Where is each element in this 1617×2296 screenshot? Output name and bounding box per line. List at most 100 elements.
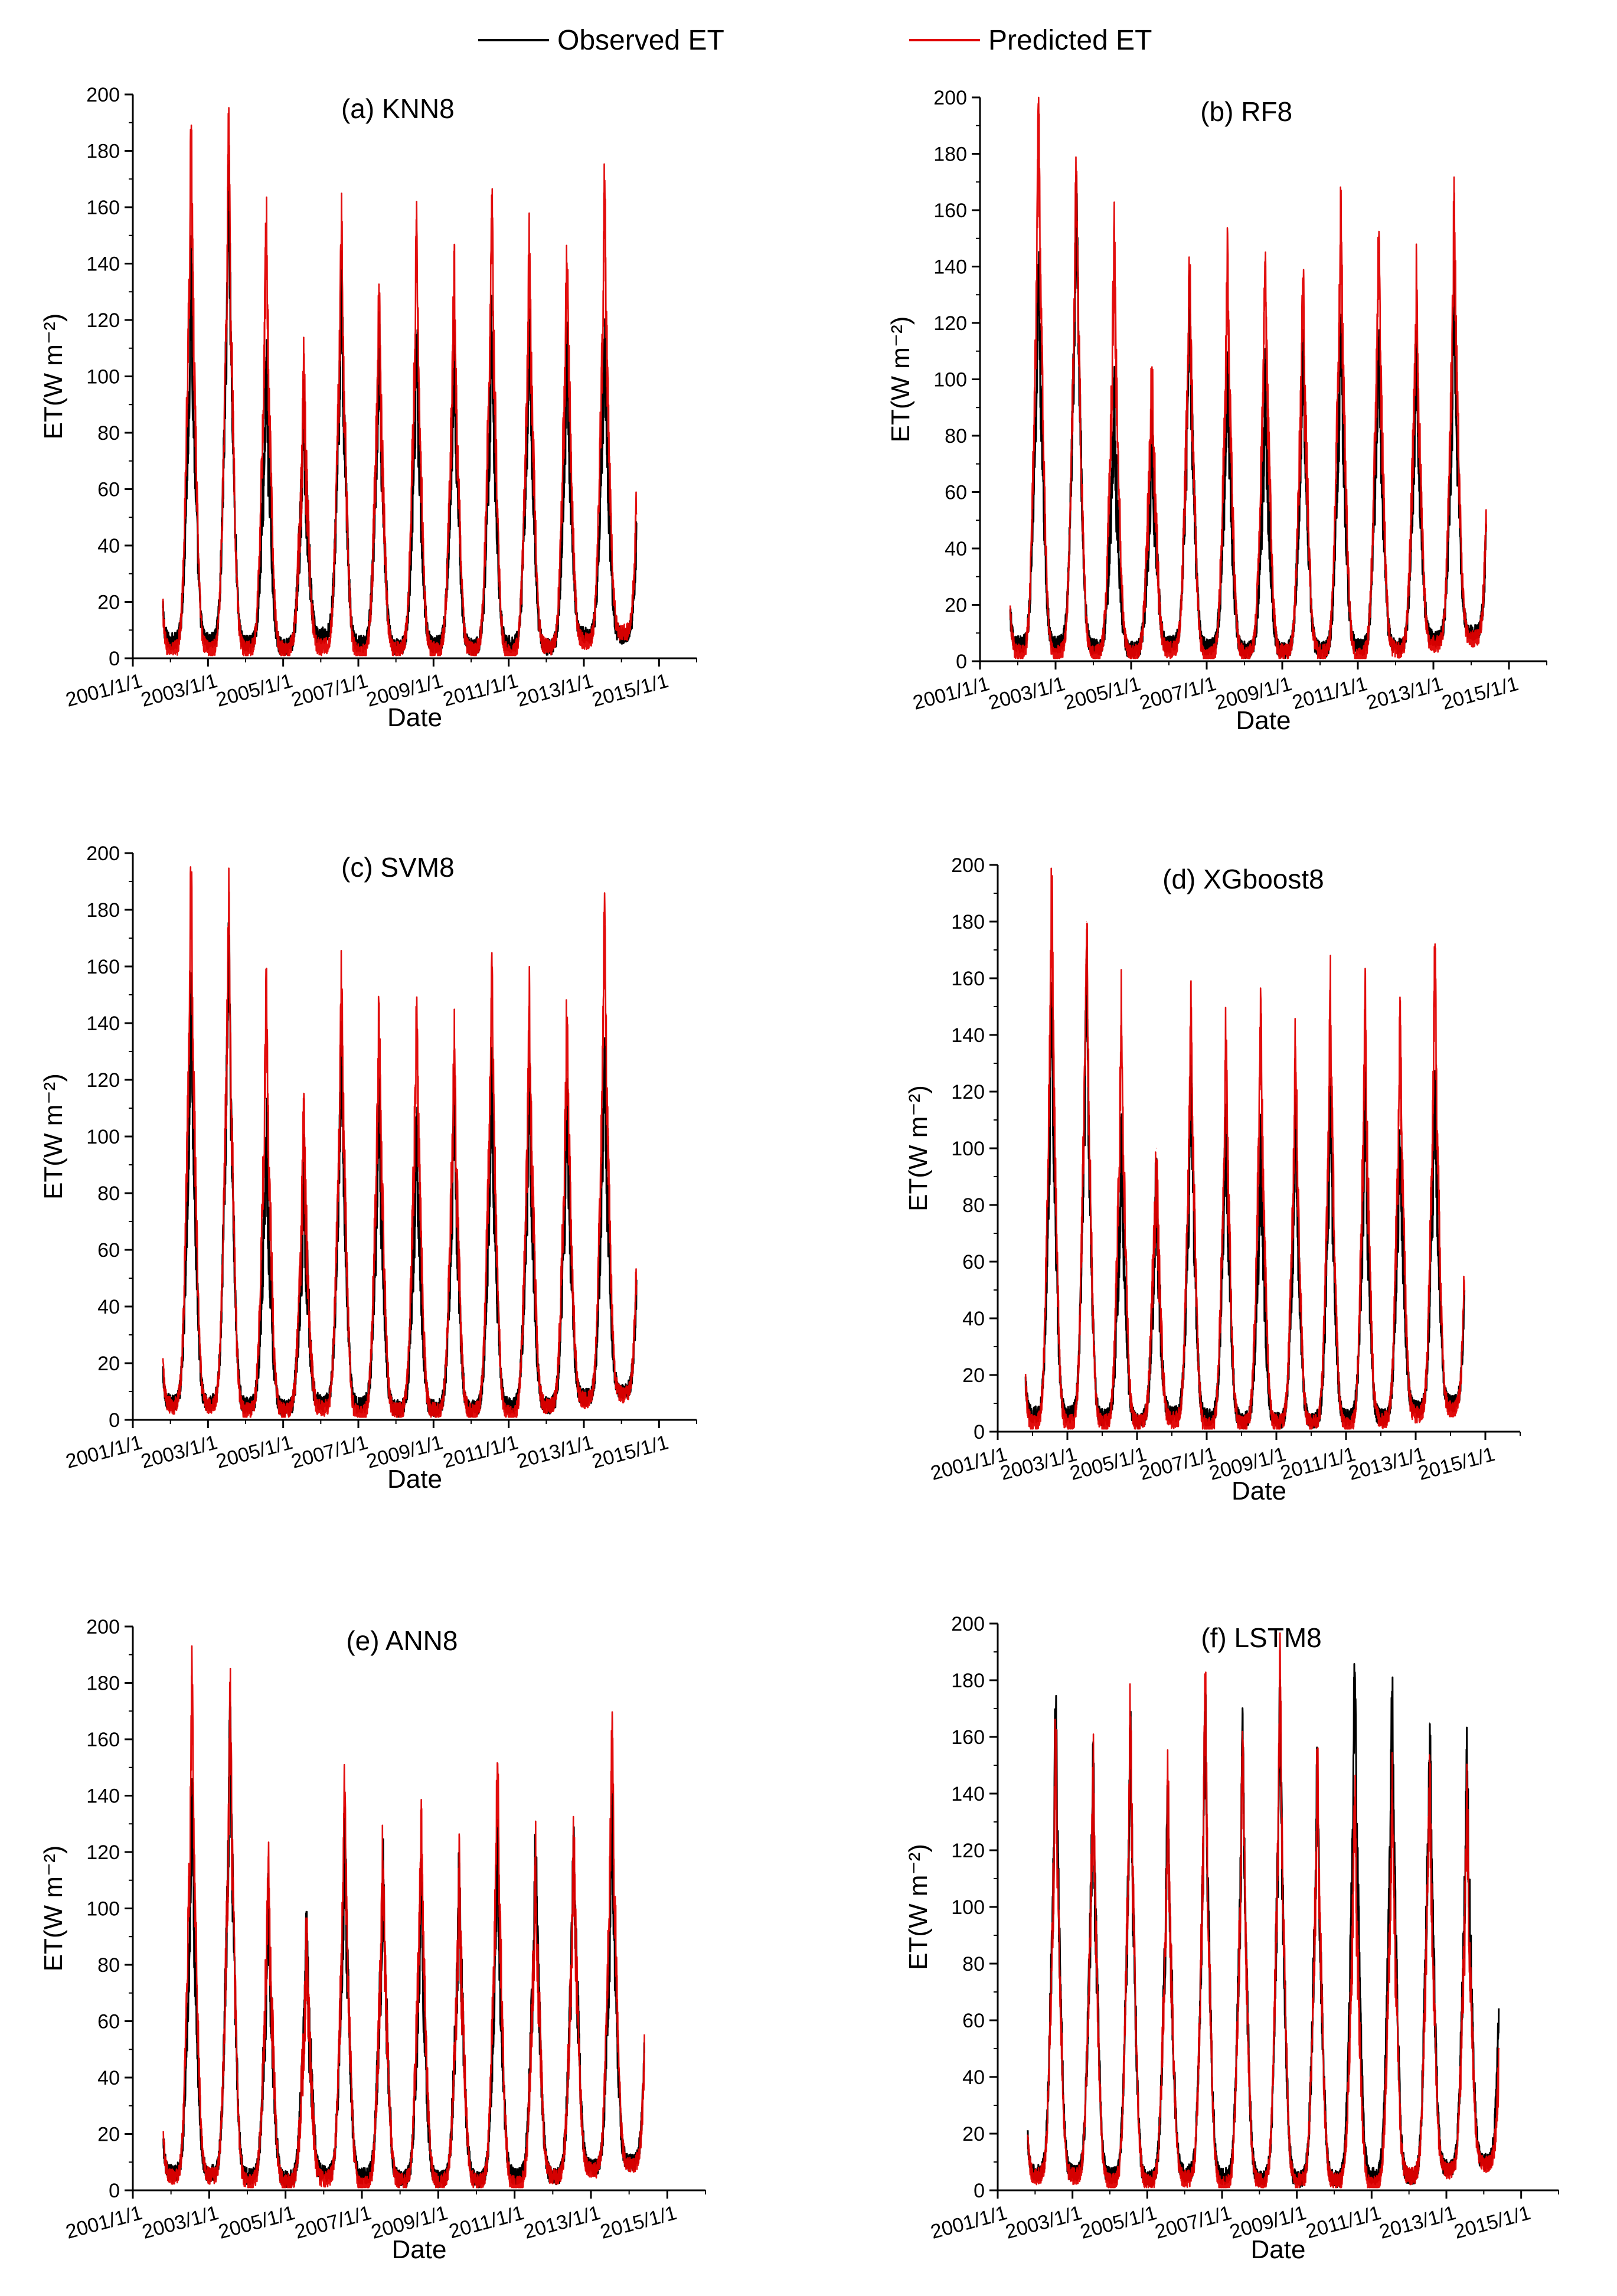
chart-title: (b) RF8 <box>1200 96 1292 127</box>
peak-point <box>453 280 455 281</box>
chart-title: (a) KNN8 <box>341 93 455 124</box>
y-axis-label: ET(W m⁻²) <box>39 1846 68 1972</box>
x-tick-label: 2011/1/1 <box>1304 2202 1383 2243</box>
y-tick-label: 80 <box>962 1953 985 1975</box>
peak-point <box>1354 1671 1355 1673</box>
x-tick-label: 2005/1/1 <box>214 669 295 711</box>
y-tick-label: 120 <box>951 1840 985 1862</box>
x-tick-label: 2007/1/1 <box>289 669 370 711</box>
y-tick-label: 60 <box>97 1239 120 1262</box>
y-tick-label: 120 <box>933 312 967 335</box>
x-tick-label: 2001/1/1 <box>928 2202 1010 2243</box>
peak-point <box>529 254 530 256</box>
y-tick-label: 40 <box>945 538 967 560</box>
x-tick-label: 2013/1/1 <box>514 1431 596 1473</box>
x-axis-label: Date <box>392 2235 447 2264</box>
x-tick-label: 2011/1/1 <box>446 2202 526 2243</box>
y-tick-label: 160 <box>86 956 120 978</box>
peak-point <box>1265 393 1266 394</box>
y-tick-label: 100 <box>951 1138 985 1160</box>
series-line-predicted <box>162 1645 645 2189</box>
x-tick-label: 2003/1/1 <box>139 1431 220 1473</box>
peak-point <box>1295 1049 1296 1050</box>
y-tick-label: 180 <box>86 899 120 922</box>
y-axis-label: ET(W m⁻²) <box>904 1085 933 1211</box>
y-tick-label: 200 <box>86 842 120 865</box>
peak-point <box>1038 266 1039 267</box>
y-tick-label: 80 <box>962 1194 985 1217</box>
peak-point <box>497 1772 498 1774</box>
peak-point <box>228 142 229 143</box>
x-tick-label: 2001/1/1 <box>63 2202 145 2243</box>
y-tick-label: 20 <box>945 595 967 617</box>
x-tick-label: 2001/1/1 <box>63 1431 145 1473</box>
x-axis-label: Date <box>1236 706 1291 735</box>
x-tick-label: 2013/1/1 <box>521 2202 603 2243</box>
y-tick-label: 200 <box>951 1613 985 1635</box>
y-axis-label: ET(W m⁻²) <box>39 1073 68 1200</box>
x-tick-label: 2007/1/1 <box>1152 2202 1234 2243</box>
y-axis-label: ET(W m⁻²) <box>886 316 915 443</box>
x-tick-label: 2011/1/1 <box>440 1431 520 1472</box>
x-tick-label: 2001/1/1 <box>928 1443 1010 1485</box>
y-tick-label: 0 <box>109 2180 120 2202</box>
x-tick-label: 2005/1/1 <box>1078 2202 1159 2243</box>
y-tick-label: 160 <box>86 1729 120 1751</box>
y-tick-label: 40 <box>962 1308 985 1330</box>
peak-point <box>1227 272 1228 273</box>
peak-point <box>1260 1148 1261 1149</box>
y-tick-label: 160 <box>951 1726 985 1749</box>
y-tick-label: 20 <box>962 2123 985 2145</box>
peak-point <box>497 1851 498 1853</box>
series-line-predicted <box>1009 96 1487 659</box>
y-tick-label: 80 <box>97 422 120 445</box>
y-tick-label: 60 <box>962 1251 985 1273</box>
peak-point <box>1113 407 1115 408</box>
x-tick-label: 2013/1/1 <box>1346 1443 1427 1485</box>
peak-point <box>378 1020 380 1021</box>
y-tick-label: 180 <box>86 141 120 163</box>
peak-point <box>1155 1148 1157 1149</box>
x-tick-label: 2011/1/1 <box>1290 672 1370 714</box>
series-line-observed <box>1027 1663 1500 2189</box>
peak-point <box>1242 1748 1243 1749</box>
peak-point <box>1378 252 1379 253</box>
x-axis-label: Date <box>1231 1477 1286 1505</box>
x-tick-label: 2003/1/1 <box>986 672 1067 714</box>
x-tick-label: 2005/1/1 <box>214 1431 295 1473</box>
legend-predicted-label: Predicted ET <box>988 24 1152 56</box>
y-tick-label: 100 <box>86 1126 120 1148</box>
y-tick-label: 0 <box>956 651 967 673</box>
peak-point <box>266 232 267 233</box>
x-tick-label: 2007/1/1 <box>292 2202 374 2243</box>
peak-point <box>266 376 267 377</box>
y-tick-label: 20 <box>97 2124 120 2146</box>
chart-panel-0: 0 20 40 60 80 100 120 140 160 180 200 2001/1/12003/… <box>39 84 697 732</box>
x-tick-label: 2003/1/1 <box>998 1443 1079 1485</box>
peak-point <box>378 1108 380 1109</box>
peak-point <box>529 1014 530 1015</box>
x-tick-label: 2005/1/1 <box>1061 672 1143 714</box>
legend-observed: Observed ET <box>478 22 724 58</box>
peak-point <box>266 1136 267 1137</box>
y-tick-label: 20 <box>962 1364 985 1387</box>
y-tick-label: 200 <box>86 1616 120 1638</box>
peak-point <box>1051 881 1052 883</box>
x-tick-label: 2007/1/1 <box>289 1431 370 1473</box>
chart-title: (d) XGboost8 <box>1162 864 1324 894</box>
peak-point <box>1378 345 1379 346</box>
x-tick-label: 2013/1/1 <box>1377 2202 1458 2243</box>
x-tick-label: 2015/1/1 <box>1452 2202 1533 2243</box>
x-tick-label: 2013/1/1 <box>514 669 596 711</box>
x-tick-label: 2015/1/1 <box>1439 672 1521 714</box>
y-tick-label: 120 <box>951 1081 985 1103</box>
series-line-predicted <box>1024 867 1465 1430</box>
peak-point <box>1038 125 1039 126</box>
peak-point <box>1265 266 1266 267</box>
peak-point <box>416 1136 417 1137</box>
y-tick-label: 20 <box>97 592 120 614</box>
peak-point <box>573 1851 574 1853</box>
y-tick-label: 180 <box>951 911 985 933</box>
y-tick-label: 180 <box>951 1670 985 1692</box>
